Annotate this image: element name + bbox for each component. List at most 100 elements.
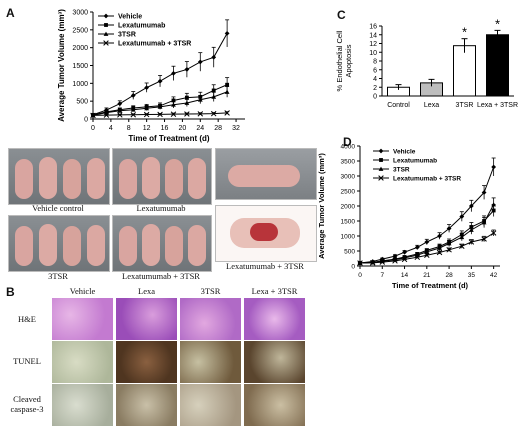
chart-c-y-tick-label: 12 — [369, 41, 377, 48]
chart-d-y-tick-label: 1500 — [341, 219, 356, 226]
chart-d-point — [424, 252, 430, 258]
chart-d-y-tick-label: 2000 — [341, 204, 356, 211]
chart-c-significance-3: * — [495, 16, 500, 31]
chart-a-point — [157, 104, 163, 109]
chart-d-y-tick-label: 1000 — [341, 234, 356, 241]
chart-c-bar-2 — [453, 45, 476, 97]
histology-column-lexa: Lexa — [138, 286, 155, 296]
chart-d-legend-label-2: 3TSR — [393, 167, 410, 174]
chart-d-point — [357, 260, 363, 266]
chart-d-point — [459, 243, 465, 249]
chart-a-y-tick-label: 500 — [76, 99, 88, 106]
caption-lexatumumab-3tsr-dissected: Lexatumumab + 3TSR — [226, 261, 304, 271]
chart-a-y-axis-label: Average Tumor Volume (mm³) — [57, 9, 66, 122]
chart-d-legend-label-3: Lexatumumab + 3TSR — [393, 176, 461, 183]
chart-a-x-tick-label: 8 — [127, 125, 131, 132]
chart-a-point — [171, 70, 176, 76]
chart-c-y-tick-label: 2 — [373, 85, 377, 92]
caption-vehicle-control: Vehicle control — [32, 203, 84, 213]
chart-c-category-label-0: Control — [387, 102, 410, 109]
chart-d-x-axis-label: Time of Treatment (d) — [392, 281, 469, 290]
chart-d-y-tick-label: 3500 — [341, 159, 356, 166]
chart-d-point — [392, 258, 398, 264]
histology-tunel-lexa — [116, 341, 177, 383]
chart-d-point — [402, 249, 407, 255]
chart-a-x-axis-label: Time of Treatment (d) — [128, 134, 210, 143]
chart-a-legend-label-1: Lexatumumab — [118, 23, 165, 30]
chart-d-point — [369, 260, 376, 266]
chart-d-point — [490, 230, 497, 236]
photo-lexatumumab-3tsr — [112, 215, 212, 272]
chart-c-significance-2: * — [462, 25, 467, 40]
chart-a-point — [170, 111, 177, 117]
chart-a-x-tick-label: 28 — [214, 125, 222, 132]
chart-d-tumor-volume: 0 500 1000 1500 2000 2500 3000 3500 4000 0 7 14 21 28… — [317, 144, 500, 290]
chart-d-point — [379, 259, 386, 265]
chart-c-category-label-2: 3TSR — [456, 102, 474, 109]
caption-lexatumumab-3tsr: Lexatumumab + 3TSR — [122, 271, 200, 281]
caption-3tsr: 3TSR — [48, 271, 68, 281]
caption-lexatumumab: Lexatumumab — [136, 203, 186, 213]
chart-a-point — [211, 54, 217, 60]
chart-a-legend-marker-2 — [103, 31, 109, 36]
chart-d-legend-label-1: Lexatumumab — [393, 158, 437, 165]
chart-d-point — [436, 249, 443, 256]
chart-a-y-tick-label: 0 — [84, 117, 88, 124]
chart-c-y-tick-label: 16 — [369, 24, 377, 31]
chart-d-x-tick-label: 21 — [423, 272, 431, 279]
panel-b-label: B — [6, 285, 15, 299]
chart-c-y-axis-label-0: % Endothelial Cell — [335, 30, 344, 91]
chart-a-x-tick-label: 32 — [232, 125, 240, 132]
chart-d-x-tick-label: 0 — [358, 272, 362, 279]
chart-d-y-tick-label: 4000 — [341, 144, 356, 151]
chart-d-point — [424, 249, 430, 254]
chart-d-legend-marker-1 — [379, 158, 383, 162]
chart-a-point — [197, 97, 203, 102]
chart-a-point — [130, 93, 136, 98]
chart-d-point — [446, 226, 452, 231]
panel-d-label: D — [343, 135, 352, 149]
chart-a-x-tick-label: 0 — [91, 125, 95, 132]
chart-a-point — [157, 111, 163, 118]
chart-d-y-tick-label: 2500 — [341, 189, 356, 196]
chart-d-x-tick-label: 42 — [490, 272, 498, 279]
chart-a-point — [117, 101, 123, 107]
chart-a-point — [224, 110, 230, 116]
chart-a-point — [144, 105, 150, 111]
photo-vehicle-control — [8, 148, 110, 205]
histology-tunel-3tsr — [180, 341, 241, 383]
chart-a-x-tick-label: 4 — [109, 125, 113, 132]
chart-a-point — [117, 108, 123, 113]
histology-he-lexa — [116, 298, 177, 340]
photo-mouse-side — [215, 148, 317, 200]
chart-c-y-axis-label-1: Apoptosis — [344, 44, 353, 77]
chart-d-point — [468, 203, 474, 209]
chart-a-point — [171, 98, 176, 103]
chart-c-y-tick-label: 8 — [373, 59, 377, 66]
histology-row-tunel: TUNEL — [13, 356, 41, 366]
chart-a-point — [103, 112, 110, 118]
chart-a-legend-label-2: 3TSR — [118, 32, 136, 39]
chart-d-series-line-3 — [359, 232, 494, 264]
chart-a-y-tick-label: 2500 — [72, 27, 88, 34]
histology-column-vehicle: Vehicle — [69, 286, 96, 296]
chart-d-y-tick-label: 3000 — [341, 174, 356, 181]
chart-a-x-tick-label: 20 — [179, 125, 187, 132]
chart-c-y-tick-label: 10 — [369, 50, 377, 57]
chart-a-x-tick-label: 16 — [161, 125, 169, 132]
chart-d-point — [481, 190, 487, 195]
chart-a-x-tick-label: 24 — [196, 125, 204, 132]
chart-a-point — [224, 89, 230, 94]
histology-caspase-lexa-3tsr — [244, 384, 305, 426]
histology-row-cleaved-caspase-3: Cleaved caspase-3 — [10, 394, 44, 414]
histology-caspase-lexa — [116, 384, 177, 426]
chart-a-y-tick-label: 3000 — [72, 10, 88, 17]
chart-d-x-tick-label: 7 — [380, 272, 384, 279]
chart-c-y-tick-label: 6 — [373, 67, 377, 74]
panel-a-label: A — [6, 6, 15, 20]
chart-d-legend-marker-0 — [378, 148, 384, 154]
chart-a-y-tick-label: 2000 — [72, 45, 88, 52]
chart-a-point — [211, 88, 216, 93]
chart-a-point — [184, 100, 190, 105]
photo-mouse-dissected — [215, 205, 317, 262]
